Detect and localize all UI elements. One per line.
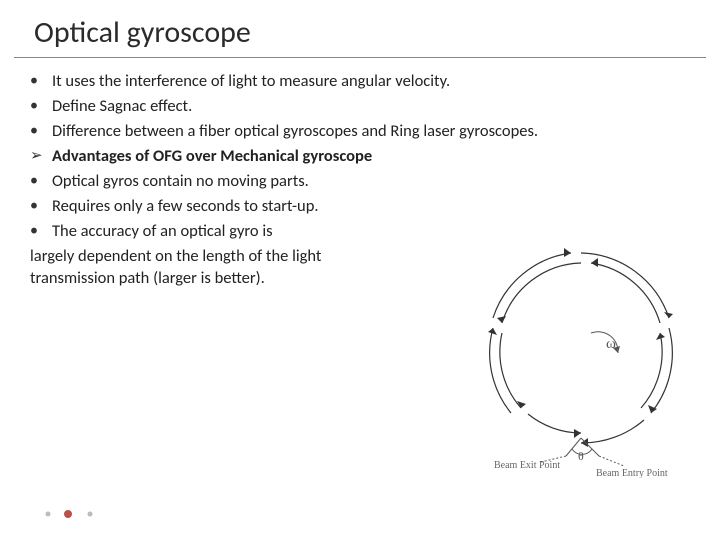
content-area: •It uses the interference of light to me… <box>0 58 720 289</box>
bullet-list: •It uses the interference of light to me… <box>30 70 690 242</box>
bullet-row: •Difference between a fiber optical gyro… <box>30 120 690 142</box>
bullet-text: Advantages of OFG over Mechanical gyrosc… <box>52 145 372 167</box>
bullet-icon: • <box>30 95 52 117</box>
bullet-text: The accuracy of an optical gyro is <box>52 220 273 242</box>
theta-label: θ <box>578 449 584 463</box>
beam-exit-label: Beam Exit Point <box>494 460 560 471</box>
bullet-icon: • <box>30 220 52 242</box>
bullet-text: Optical gyros contain no moving parts. <box>52 170 309 192</box>
sagnac-diagram: ω θ Beam Exit Point Beam Entry Point <box>466 238 696 468</box>
bullet-text: Difference between a fiber optical gyros… <box>52 120 538 142</box>
bullet-icon: • <box>30 70 52 92</box>
bullet-row: ➢Advantages of OFG over Mechanical gyros… <box>30 145 690 167</box>
bullet-row: •Requires only a few seconds to start-up… <box>30 195 690 217</box>
arrow-icon: ➢ <box>30 145 52 167</box>
dot-icon <box>64 510 72 518</box>
bullet-row: •Define Sagnac effect. <box>30 95 690 117</box>
bullet-row: •Optical gyros contain no moving parts. <box>30 170 690 192</box>
beam-entry-label: Beam Entry Point <box>596 468 668 478</box>
bullet-icon: • <box>30 195 52 217</box>
page-title: Optical gyroscope <box>34 14 686 51</box>
dot-icon <box>88 512 93 517</box>
bullet-text: Define Sagnac effect. <box>52 95 192 117</box>
footer-decoration <box>42 507 102 526</box>
bullet-icon: • <box>30 120 52 142</box>
bullet-text: Requires only a few seconds to start-up. <box>52 195 319 217</box>
bullet-icon: • <box>30 170 52 192</box>
dot-icon <box>46 512 51 517</box>
bullet-row: •It uses the interference of light to me… <box>30 70 690 92</box>
omega-label: ω <box>606 336 616 352</box>
bullet-text: It uses the interference of light to mea… <box>52 70 450 92</box>
title-bar: Optical gyroscope <box>14 0 706 58</box>
